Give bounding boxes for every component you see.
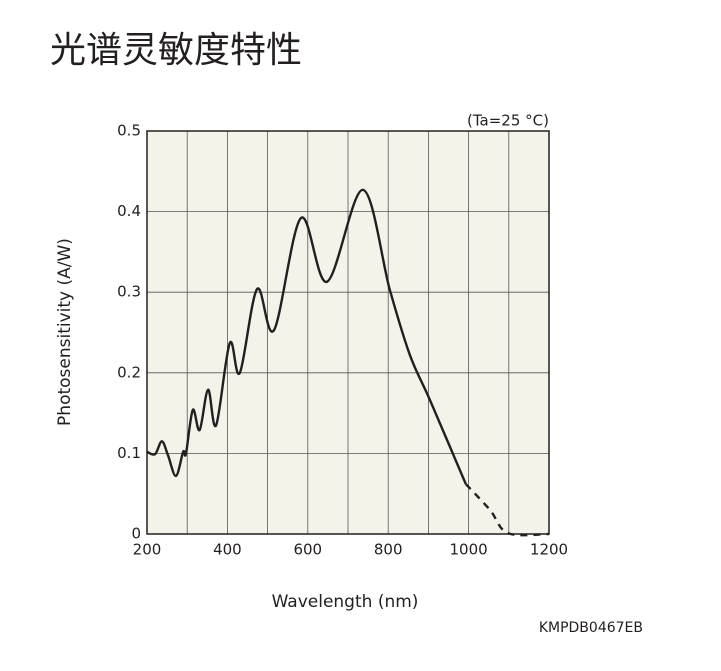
y-tick-label: 0.2 [117,363,141,381]
x-tick-label: 600 [293,541,322,559]
y-tick-label: 0.5 [117,122,141,140]
y-tick-label: 0.1 [117,444,141,462]
plot-frame [146,130,550,535]
x-tick-label: 1000 [450,541,488,559]
x-tick-label: 800 [374,541,403,559]
x-tick-label: 200 [133,541,162,559]
annotation: (Ta=25 °C) [467,112,549,130]
y-axis-label: Photosensitivity (A/W) [55,238,75,426]
x-tick-label: 400 [213,541,242,559]
y-tick-label: 0.3 [117,283,141,301]
line-series [464,483,550,537]
y-tick-label: 0 [131,525,141,543]
line-series [146,188,467,485]
x-tick-label: 1200 [530,541,568,559]
y-tick-label: 0.4 [117,202,141,220]
x-axis-label: Wavelength (nm) [272,592,419,612]
chart-title: 光谱灵敏度特性 [50,30,302,71]
figure-code: KMPDB0467EB [539,620,643,636]
